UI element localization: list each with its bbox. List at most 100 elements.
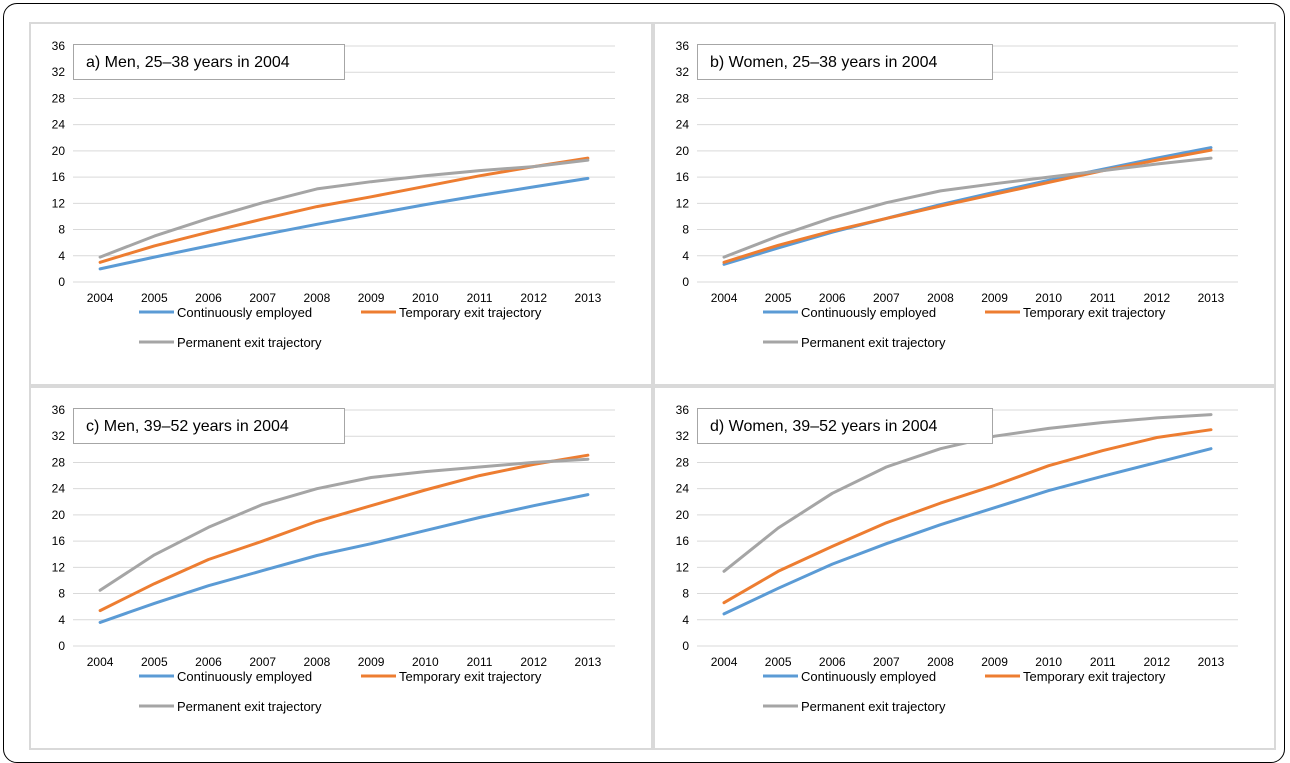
y-tick-label: 4 [682,249,689,263]
data-point [424,185,427,188]
data-point [261,540,264,543]
line-chart-b: 0 4 8 12 16 20 24 28 32 36 2004 2005 2006 2007 2008 200… [676,39,1238,350]
data-point [885,466,888,469]
data-point [939,523,942,526]
x-tick-label: 2008 [304,291,331,305]
x-tick-label: 2009 [981,655,1008,669]
data-point [993,193,996,196]
data-point [99,267,102,270]
data-point [207,558,210,561]
data-point [99,256,102,259]
data-point [586,159,589,162]
y-tick-label: 36 [676,39,690,53]
x-tick-label: 2005 [765,655,792,669]
data-point [1101,449,1104,452]
data-point [723,261,726,264]
data-point [723,601,726,604]
data-point [532,165,535,168]
y-tick-label: 16 [676,170,690,184]
y-tick-label: 24 [676,482,690,496]
data-point [586,458,589,461]
data-point [261,218,264,221]
x-tick-label: 2012 [1143,291,1170,305]
legend-label: Temporary exit trajectory [1023,305,1166,320]
y-tick-label: 20 [52,144,66,158]
data-point [1101,169,1104,172]
data-point [315,520,318,523]
data-point [723,570,726,573]
x-tick-label: 2004 [711,291,738,305]
line-chart-a: 0 4 8 12 16 20 24 28 32 36 2004 2005 2006 2007 2008 200… [52,39,615,350]
y-tick-label: 4 [682,613,689,627]
y-tick-label: 0 [682,275,689,289]
x-tick-label: 2008 [304,655,331,669]
data-point [1101,475,1104,478]
series-line-temporary-exit-trajectory [722,428,1213,605]
data-point [1209,428,1212,431]
legend-label: Continuously employed [801,305,936,320]
data-point [1155,416,1158,419]
data-point [885,542,888,545]
chart-panel-a: 0 4 8 12 16 20 24 28 32 36 2004 2005 2006 2007 2008 200… [29,22,653,386]
data-point [370,504,373,507]
data-point [993,182,996,185]
data-point [424,529,427,532]
y-tick-label: 8 [682,587,689,601]
data-point [777,570,780,573]
data-point [153,235,156,238]
series-line-permanent-exit-trajectory [722,156,1213,259]
line-chart-d: 0 4 8 12 16 20 24 28 32 36 2004 2005 2006 2007 2008 200… [676,403,1238,714]
data-point [207,217,210,220]
x-tick-label: 2010 [1035,291,1062,305]
data-point [1047,181,1050,184]
y-tick-label: 16 [52,170,66,184]
data-point [1155,436,1158,439]
y-tick-label: 24 [52,118,66,132]
data-point [1209,149,1212,152]
data-point [478,466,481,469]
chart-title-a: a) Men, 25–38 years in 2004 [73,44,345,80]
data-point [478,516,481,519]
x-tick-label: 2012 [1143,655,1170,669]
data-point [478,169,481,172]
data-point [261,569,264,572]
y-tick-label: 24 [52,482,66,496]
chart-title-b: b) Women, 25–38 years in 2004 [697,44,993,80]
x-tick-label: 2010 [412,291,439,305]
data-point [207,526,210,529]
data-point [315,487,318,490]
data-point [777,235,780,238]
x-tick-label: 2006 [819,291,846,305]
data-point [207,584,210,587]
legend-label: Temporary exit trajectory [1023,669,1166,684]
data-point [1209,157,1212,160]
x-tick-label: 2011 [1090,655,1116,669]
data-point [723,256,726,259]
x-tick-label: 2007 [249,655,276,669]
data-point [586,493,589,496]
series-line-continuously-employed [98,176,590,271]
data-point [424,488,427,491]
y-tick-label: 28 [676,455,690,469]
data-point [939,204,942,207]
x-tick-label: 2011 [467,291,493,305]
y-tick-label: 32 [676,65,690,79]
data-point [831,545,834,548]
y-tick-label: 12 [676,196,690,210]
y-tick-label: 20 [676,144,690,158]
data-point [370,542,373,545]
x-tick-label: 2009 [981,291,1008,305]
data-point [370,180,373,183]
x-tick-label: 2006 [195,291,222,305]
legend-label: Temporary exit trajectory [399,669,542,684]
data-point [1047,427,1050,430]
legend-label: Permanent exit trajectory [801,699,946,714]
data-point [723,612,726,615]
data-point [424,470,427,473]
x-tick-label: 2004 [711,655,738,669]
x-tick-label: 2005 [141,291,168,305]
legend-label: Permanent exit trajectory [801,335,946,350]
x-tick-label: 2008 [927,291,954,305]
data-point [315,187,318,190]
y-tick-label: 24 [676,118,690,132]
